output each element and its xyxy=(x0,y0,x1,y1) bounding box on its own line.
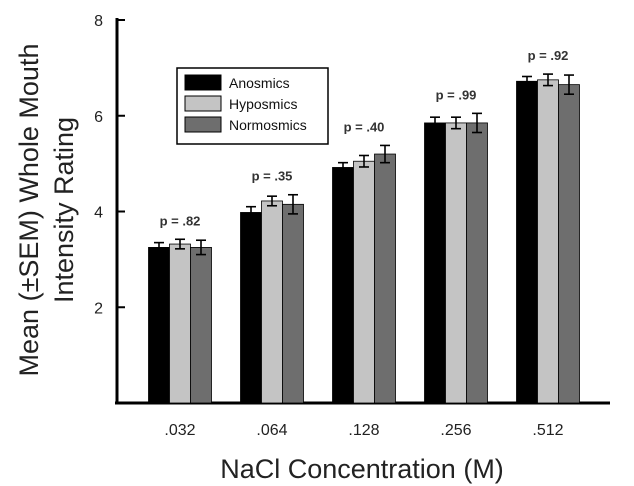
legend-swatch xyxy=(184,74,222,91)
y-tick-label: 2 xyxy=(94,300,103,317)
x-axis-title: NaCl Concentration (M) xyxy=(220,454,504,484)
p-value-label: p = .82 xyxy=(160,213,201,228)
bar xyxy=(261,200,283,404)
bar xyxy=(466,122,488,404)
y-axis-title-line1: Mean (±SEM) Whole Mouth xyxy=(14,44,44,377)
error-bars xyxy=(154,73,574,256)
bar xyxy=(169,243,191,404)
x-axis: .032 .064 .128 .256 .512 xyxy=(115,401,610,439)
bars xyxy=(148,79,580,404)
legend-swatch xyxy=(184,95,222,112)
bar xyxy=(353,160,375,404)
legend: Anosmics Hyposmics Normosmics xyxy=(176,67,329,145)
p-value-label: p = .35 xyxy=(252,169,293,184)
bar xyxy=(282,203,304,404)
y-tick-label: 8 xyxy=(94,13,103,30)
bar xyxy=(424,122,446,404)
bar xyxy=(332,167,354,404)
bar xyxy=(445,122,467,404)
p-values: p = .82 p = .35 p = .40 p = .99 p = .92 xyxy=(160,48,569,228)
p-value-label: p = .40 xyxy=(344,119,385,134)
bar xyxy=(240,212,262,404)
y-axis: 2 4 6 8 xyxy=(94,13,125,403)
legend-label: Normosmics xyxy=(229,117,307,133)
x-tick-label: .256 xyxy=(440,422,471,439)
bar xyxy=(374,153,396,404)
bar xyxy=(516,80,538,404)
legend-swatch xyxy=(184,116,222,133)
bar xyxy=(148,247,170,404)
legend-label: Hyposmics xyxy=(229,96,297,112)
x-tick-label: .064 xyxy=(256,422,287,439)
y-tick-label: 6 xyxy=(94,109,103,126)
bar xyxy=(537,79,559,404)
x-tick-label: .032 xyxy=(164,422,195,439)
y-tick-label: 4 xyxy=(94,205,103,222)
p-value-label: p = .92 xyxy=(528,48,569,63)
x-tick-label: .128 xyxy=(348,422,379,439)
bar xyxy=(558,84,580,404)
legend-label: Anosmics xyxy=(229,75,290,91)
y-axis-title-line2: Intensity Rating xyxy=(49,117,79,303)
bar xyxy=(190,247,212,404)
p-value-label: p = .99 xyxy=(436,87,477,102)
x-tick-label: .512 xyxy=(532,422,563,439)
